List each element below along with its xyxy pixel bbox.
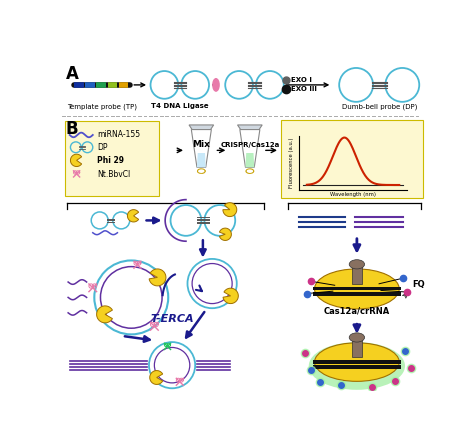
Text: Fluorescence (a.u.): Fluorescence (a.u.) [289,138,294,188]
Ellipse shape [349,260,365,269]
Text: DP: DP [97,143,108,152]
Text: Nt.BbvCI: Nt.BbvCI [97,170,131,179]
FancyBboxPatch shape [65,121,159,196]
Wedge shape [128,210,138,222]
FancyBboxPatch shape [282,120,423,198]
Bar [352,337,362,357]
Wedge shape [223,203,237,216]
Text: EXO III: EXO III [292,86,317,92]
Ellipse shape [212,78,220,92]
Bar [313,365,401,369]
Text: EXO I: EXO I [292,77,312,82]
Text: Dumb-bell probe (DP): Dumb-bell probe (DP) [342,103,417,110]
Wedge shape [71,154,82,166]
Polygon shape [197,153,206,167]
Wedge shape [97,306,112,323]
Bar [313,292,401,296]
Ellipse shape [349,333,365,342]
Text: CRISPR/Cas12a: CRISPR/Cas12a [220,142,280,148]
Text: B: B [66,120,79,138]
Ellipse shape [309,342,405,390]
Text: T4 DNA Ligase: T4 DNA Ligase [151,103,209,109]
Text: Phi 29: Phi 29 [97,156,124,165]
Polygon shape [191,130,211,167]
Bar [313,286,401,290]
Wedge shape [149,269,166,286]
Bar [313,360,401,364]
Text: Cas12a/crRNA: Cas12a/crRNA [324,307,390,316]
Ellipse shape [315,343,399,381]
Bar [352,264,362,284]
Polygon shape [189,125,214,130]
Wedge shape [150,371,163,385]
Text: A: A [66,65,79,83]
Ellipse shape [315,269,399,309]
Polygon shape [240,130,260,167]
Text: FQ: FQ [412,280,425,289]
Text: T-ERCA: T-ERCA [150,314,194,324]
Text: Mix: Mix [192,141,210,149]
Polygon shape [237,125,262,130]
Text: miRNA-155: miRNA-155 [97,131,140,139]
Polygon shape [246,153,254,167]
Wedge shape [223,288,238,304]
Text: Template probe (TP): Template probe (TP) [67,103,137,110]
Wedge shape [219,228,231,240]
Text: Wavelength (nm): Wavelength (nm) [330,192,376,197]
